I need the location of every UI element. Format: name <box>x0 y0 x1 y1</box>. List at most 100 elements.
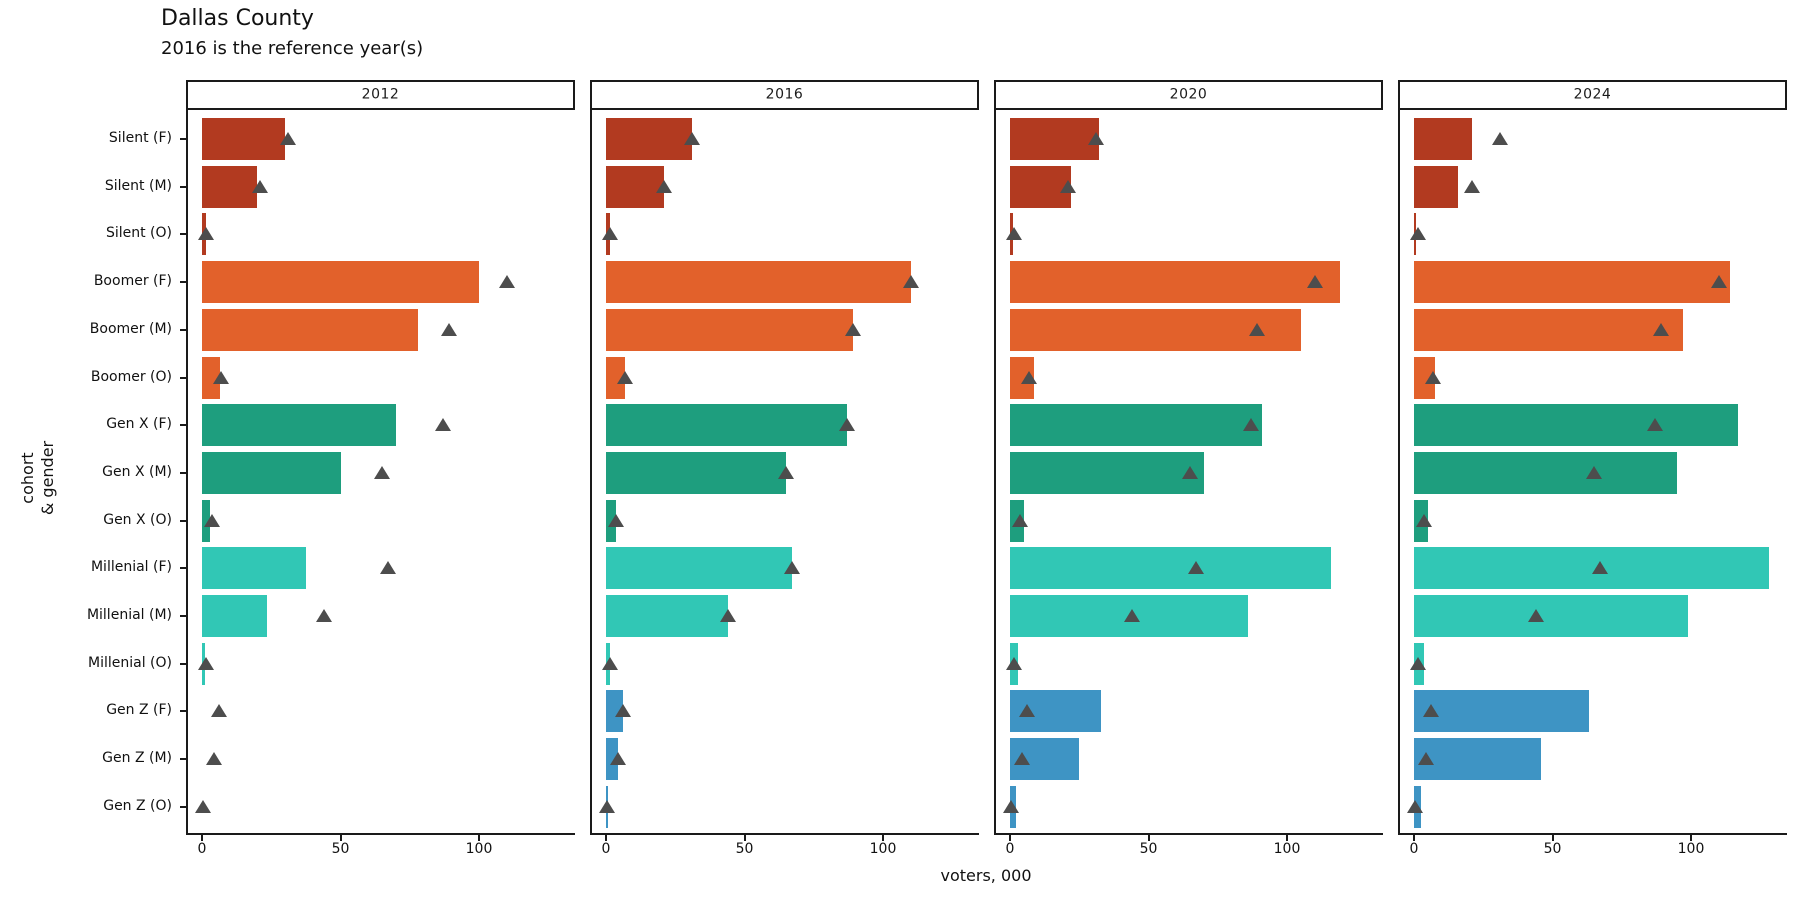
reference-marker-triangle <box>783 561 800 575</box>
y-axis-tick <box>180 519 186 522</box>
reference-marker-triangle <box>1018 704 1035 718</box>
x-axis-tick-label: 0 <box>1005 841 1015 857</box>
bar <box>202 308 419 351</box>
bar <box>1010 451 1204 494</box>
reference-marker-triangle <box>1248 322 1265 336</box>
x-axis-tick <box>339 835 342 841</box>
bar <box>1414 547 1769 590</box>
x-axis-tick-label: 100 <box>465 841 493 857</box>
x-axis-tick-label: 0 <box>1409 841 1419 857</box>
reference-marker-triangle <box>683 132 700 145</box>
reference-marker-triangle <box>1407 799 1424 813</box>
reference-marker-triangle <box>213 370 230 384</box>
bar <box>1414 308 1683 351</box>
facet-strip-label: 2020 <box>1169 86 1208 103</box>
reference-marker-triangle <box>1591 561 1608 575</box>
reference-marker-triangle <box>197 227 214 241</box>
y-axis-category-label: Gen X (M) <box>102 463 172 480</box>
reference-marker-triangle <box>440 322 457 336</box>
bar <box>606 308 853 351</box>
bar <box>606 261 911 304</box>
x-axis-tick <box>605 835 607 841</box>
bar <box>1010 261 1340 304</box>
y-axis-category-label: Boomer (O) <box>90 368 172 385</box>
panel-left-axis-line <box>590 110 592 833</box>
reference-marker-triangle <box>198 656 215 670</box>
reference-marker-triangle <box>1422 704 1439 718</box>
y-axis-tick <box>180 471 186 474</box>
bar <box>1010 547 1332 590</box>
facet-strip-label: 2024 <box>1573 86 1612 103</box>
panel-bottom-axis-line <box>994 833 1383 835</box>
reference-marker-triangle <box>656 179 673 193</box>
x-axis-tick <box>1286 835 1288 841</box>
reference-marker-triangle <box>203 513 220 527</box>
reference-marker-triangle <box>1087 132 1104 145</box>
bar <box>202 547 306 590</box>
y-axis-tick <box>180 281 186 284</box>
chart-title: Dallas County <box>161 6 314 31</box>
bar <box>1414 356 1435 399</box>
bar <box>1414 404 1739 447</box>
bar <box>1414 738 1542 781</box>
reference-marker-triangle <box>315 609 332 622</box>
y-axis-category-label: Gen Z (O) <box>103 797 172 814</box>
reference-marker-triangle <box>1011 513 1028 527</box>
bar <box>202 356 220 399</box>
reference-marker-triangle <box>1586 465 1603 479</box>
reference-marker-triangle <box>1491 132 1508 145</box>
reference-marker-triangle <box>1014 752 1031 766</box>
reference-marker-triangle <box>1425 370 1442 384</box>
bar <box>606 165 665 208</box>
y-axis-tick <box>180 662 186 665</box>
x-axis-tick <box>882 835 884 841</box>
x-axis-tick-label: 50 <box>735 841 754 857</box>
reference-marker-triangle <box>1005 227 1022 241</box>
reference-marker-triangle <box>206 752 223 766</box>
reference-marker-triangle <box>1410 656 1427 670</box>
bar <box>202 451 341 494</box>
x-axis-tick-label: 50 <box>1139 841 1158 857</box>
y-axis-tick <box>180 710 186 713</box>
y-axis-category-label: Gen Z (M) <box>102 750 172 767</box>
y-axis-category-label: Millenial (M) <box>86 607 172 623</box>
y-axis-tick <box>180 805 186 808</box>
reference-marker-triangle <box>838 418 855 432</box>
bar <box>1414 451 1678 494</box>
bar <box>202 118 286 160</box>
bar <box>202 165 258 208</box>
bar <box>1414 690 1589 733</box>
panel-left-axis-line <box>1398 110 1400 833</box>
x-axis-tick <box>1147 835 1150 841</box>
reference-marker-triangle <box>1306 275 1323 289</box>
bar <box>1414 595 1689 637</box>
panel-bottom-axis-line <box>186 833 575 835</box>
bar <box>1414 261 1730 304</box>
bar <box>202 404 396 447</box>
x-axis-tick <box>1413 835 1415 841</box>
facet-strip: 2016 <box>590 80 979 110</box>
reference-marker-triangle <box>719 609 736 622</box>
reference-marker-triangle <box>1006 656 1023 670</box>
facet-strip-label: 2012 <box>361 86 400 103</box>
reference-marker-triangle <box>1527 609 1544 622</box>
x-axis-tick-label: 0 <box>197 841 207 857</box>
bar <box>1414 118 1473 160</box>
reference-marker-triangle <box>1646 418 1663 432</box>
bar <box>202 261 479 304</box>
x-axis-tick <box>1551 835 1554 841</box>
reference-marker-triangle <box>614 704 631 718</box>
reference-marker-triangle <box>498 275 515 289</box>
bar <box>606 547 792 590</box>
panel-bottom-axis-line <box>590 833 979 835</box>
bar <box>606 690 623 733</box>
reference-marker-triangle <box>1710 275 1727 289</box>
reference-marker-triangle <box>1187 561 1204 575</box>
reference-marker-triangle <box>379 561 396 575</box>
y-axis-category-label: Silent (M) <box>104 177 172 194</box>
y-axis-tick <box>180 138 186 140</box>
y-axis-tick <box>180 567 186 570</box>
y-axis-tick <box>180 185 186 188</box>
reference-marker-triangle <box>1003 799 1020 813</box>
reference-marker-triangle <box>210 704 227 718</box>
